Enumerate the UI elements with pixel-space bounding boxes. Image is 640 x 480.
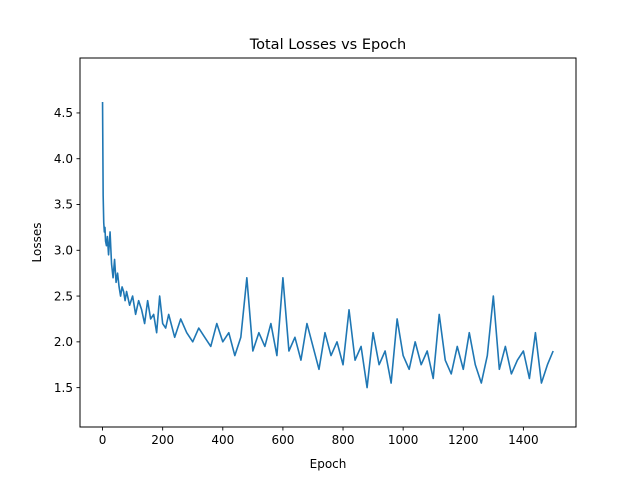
series-layer xyxy=(101,101,554,389)
y-tick-label: 4.0 xyxy=(54,152,73,166)
x-tick-label: 200 xyxy=(151,433,174,447)
x-tick-label: 800 xyxy=(332,433,355,447)
x-tick-label: 600 xyxy=(271,433,294,447)
x-axis: 0 200 400 600 800 1000 1200 1400 xyxy=(99,427,539,447)
chart-title: Total Losses vs Epoch xyxy=(249,37,407,53)
x-axis-label: Epoch xyxy=(310,457,347,471)
x-tick-label: 1200 xyxy=(448,433,479,447)
x-tick-label: 400 xyxy=(211,433,234,447)
y-axis: 1.5 2.0 2.5 3.0 3.5 4.0 4.5 xyxy=(54,106,80,395)
y-axis-label: Losses xyxy=(30,223,44,263)
y-tick-label: 2.0 xyxy=(54,335,73,349)
y-tick-label: 1.5 xyxy=(54,381,73,395)
x-tick-label: 1400 xyxy=(508,433,539,447)
y-tick-label: 3.0 xyxy=(54,243,73,257)
series-line-0 xyxy=(101,101,554,389)
y-tick-label: 4.5 xyxy=(54,106,73,120)
plot-background xyxy=(80,58,576,427)
plot-frame xyxy=(79,57,577,428)
x-tick-label: 1000 xyxy=(388,433,419,447)
x-tick-label: 0 xyxy=(99,433,107,447)
y-tick-label: 2.5 xyxy=(54,289,73,303)
y-tick-label: 3.5 xyxy=(54,198,73,212)
